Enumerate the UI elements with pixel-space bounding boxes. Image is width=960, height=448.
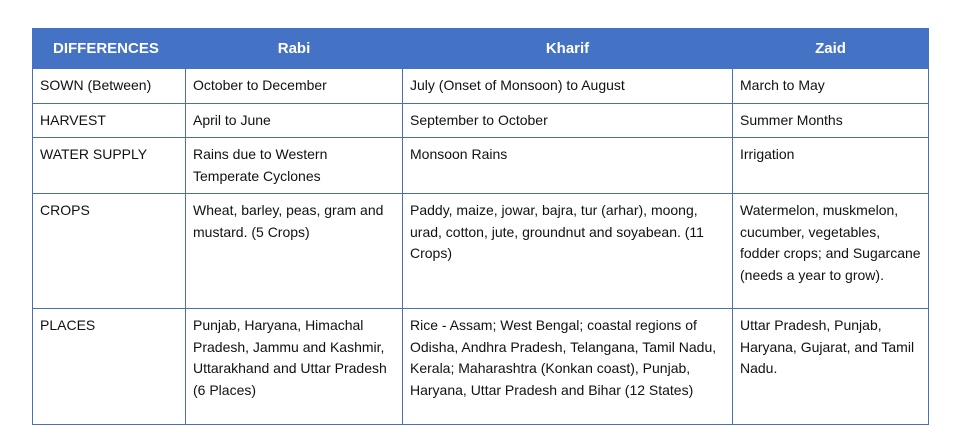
table-cell: Punjab, Haryana, Himachal Pradesh, Jammu… <box>185 308 403 425</box>
table-cell: Uttar Pradesh, Punjab, Haryana, Gujarat,… <box>732 308 929 425</box>
table-row: CROPS Wheat, barley, peas, gram and musta… <box>32 193 929 309</box>
row-label: WATER SUPPLY <box>32 137 186 194</box>
row-label: CROPS <box>32 193 186 309</box>
header-cell: Zaid <box>732 28 929 69</box>
table-row: PLACES Punjab, Haryana, Himachal Pradesh,… <box>32 308 929 425</box>
table-cell: Rice - Assam; West Bengal; coastal regio… <box>402 308 733 425</box>
table-cell: April to June <box>185 102 403 138</box>
table-cell: Rains due to Western Temperate Cyclones <box>185 137 403 194</box>
table-cell: July (Onset of Monsoon) to August <box>402 68 733 104</box>
table-row: WATER SUPPLY Rains due to Western Tempera… <box>32 137 929 194</box>
header-cell: Kharif <box>402 28 733 69</box>
row-label: HARVEST <box>32 102 186 138</box>
table-cell: September to October <box>402 102 733 138</box>
header-cell: DIFFERENCES <box>32 28 186 69</box>
table-cell: Watermelon, muskmelon, cucumber, vegetab… <box>732 193 929 309</box>
table-cell: Wheat, barley, peas, gram and mustard. (… <box>185 193 403 309</box>
comparison-table: DIFFERENCES Rabi Kharif Zaid SOWN (Between)… <box>32 28 929 425</box>
table-cell: Monsoon Rains <box>402 137 733 194</box>
table-row: SOWN (Between) October to December July (O… <box>32 68 929 104</box>
header-cell: Rabi <box>185 28 403 69</box>
table-row: HARVEST April to June September to October… <box>32 102 929 138</box>
table-cell: October to December <box>185 68 403 104</box>
table-cell: Summer Months <box>732 102 929 138</box>
table-cell: Paddy, maize, jowar, bajra, tur (arhar),… <box>402 193 733 309</box>
header-row: DIFFERENCES Rabi Kharif Zaid <box>32 28 929 69</box>
row-label: SOWN (Between) <box>32 68 186 104</box>
table-cell: March to May <box>732 68 929 104</box>
row-label: PLACES <box>32 308 186 425</box>
table-cell: Irrigation <box>732 137 929 194</box>
